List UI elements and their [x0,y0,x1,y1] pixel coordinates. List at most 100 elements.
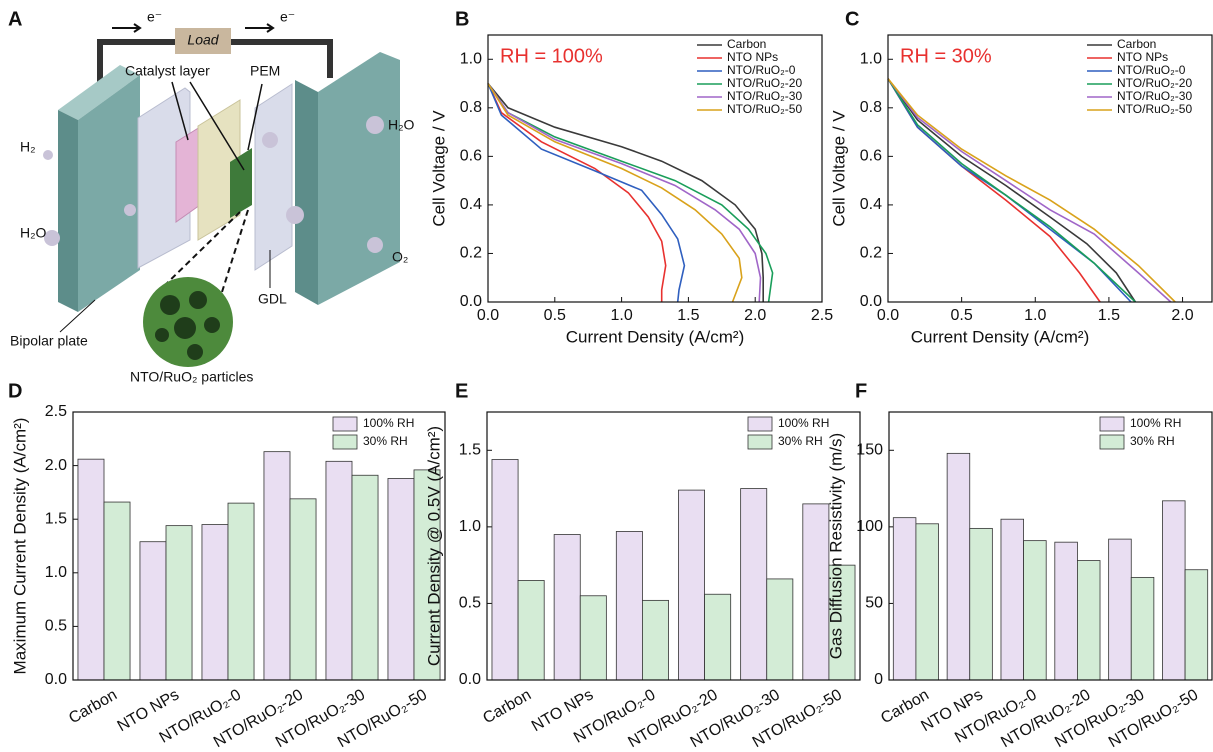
y-tick-label: 0.4 [860,196,882,213]
plate-label: Bipolar plate [10,333,88,349]
bar [615,531,643,681]
y-axis-label: Cell Voltage / V [429,110,448,227]
chart-1: C 0.0 0.2 0.4 0.6 0.8 1.0 Cell Voltage / V 0.0 0.… [829,8,1213,346]
series-line [487,83,774,303]
x-axis-label: Current Density (A/cm²) [911,327,1090,346]
plate-side [295,80,318,305]
legend-swatch [332,434,358,450]
legend-label: NTO/RuO₂-20 [727,76,802,90]
bar [1054,541,1078,681]
legend-swatch [747,434,773,450]
bar [642,599,669,681]
bar [1162,500,1186,681]
bar [1184,569,1209,681]
annotation: RH = 100% [500,45,603,67]
y-tick-label: 1.5 [459,442,481,459]
legend-label: NTO/RuO₂-30 [727,89,802,103]
y-tick-label: 0.8 [460,99,482,116]
bar [165,525,193,681]
series-line [487,83,762,303]
y-tick-label: 0.0 [459,671,481,688]
catalyst-layer [230,148,252,218]
bar [1077,560,1101,681]
chart-0: B 0.0 0.2 0.4 0.6 0.8 1.0 Cell Voltage / V 0.0 0.… [429,8,833,346]
series-line [887,78,1136,303]
plate-top [58,65,140,120]
series-line [487,83,686,303]
panel-letter: B [455,8,469,30]
x-tick-label: 0.5 [951,307,973,324]
legend-swatch [747,416,773,432]
bar [946,452,971,681]
y-axis-label: Gas Diffusion Resistivity (m/s) [826,433,845,659]
legend-label: Carbon [727,37,766,51]
h2o-label: H₂O [388,117,415,133]
legend-label: 30% RH [363,434,408,448]
electron-arrows [112,23,275,33]
legend-label: 30% RH [1130,434,1175,448]
y-tick-label: 50 [865,595,883,612]
bar [1023,540,1047,681]
panel-letter: A [8,8,22,30]
pem [197,99,241,241]
legend-swatch [1099,434,1125,450]
bar [579,595,607,681]
series-line [887,78,1172,303]
y-tick-label: 1.0 [860,50,882,67]
bar [77,458,105,681]
chart-2: D 0.0 0.5 1.0 1.5 2.0 2.5 Maximum Current Densi… [8,380,446,751]
legend-label: NTO/RuO₂-50 [727,102,802,116]
gdl-label: GDL [258,291,287,307]
zoom-lines [159,209,249,293]
callout-lines [171,81,263,171]
electron-label: e⁻ [147,9,162,25]
bar [969,527,993,681]
bar [1000,518,1024,681]
y-tick-label: 1.0 [459,518,481,535]
series-line [487,83,667,302]
catalyst-label: Catalyst layer [125,63,210,79]
h2o-label: H₂O [20,225,47,241]
x-tick-label: 2.5 [811,307,833,324]
plate-side [58,110,78,312]
bar [263,451,291,681]
x-tick-label: 0.0 [477,307,499,324]
y-axis-label: Current Density @ 0.5V (A/cm²) [424,426,443,666]
y-tick-label: 1.0 [45,564,67,581]
x-tick-label: Carbon [480,686,534,727]
legend-label: NTO NPs [727,50,778,64]
bar [1130,576,1155,681]
chart-4: F 0 50 100 150 Gas Diffusion Resistivity (m/s… [826,380,1213,751]
load-label: Load [187,32,219,48]
panel-letter: C [845,8,859,30]
chart-3: E 0.0 0.5 1.0 1.5 Current Density @ 0.5V (A/c… [424,380,861,751]
particle-pores [155,291,220,360]
y-tick-label: 0.0 [45,671,67,688]
series-line [887,78,1137,303]
panel-letter: E [455,380,468,402]
bar [103,501,131,681]
legend-label: NTO/RuO₂-0 [727,63,796,77]
x-tick-label: 1.0 [610,307,632,324]
bar [802,503,830,681]
bipolar-plate [78,75,140,312]
bar [413,469,441,681]
load-box [175,28,231,54]
y-axis-label: Maximum Current Density (A/cm²) [10,418,29,675]
x-tick-label: 0.5 [544,307,566,324]
x-tick-label: 1.0 [1024,307,1046,324]
y-tick-label: 100 [856,518,883,535]
panel-letter: D [8,380,22,402]
bar [491,459,519,681]
legend-label: 100% RH [363,416,414,430]
bar [351,474,379,681]
y-tick-label: 0.2 [860,245,882,262]
panel-a-diagram: A Load e⁻ e⁻ Catalyst layer PEM H₂ H₂O H [8,8,415,384]
bar [740,488,768,681]
legend-label: NTO/RuO₂-50 [1117,102,1192,116]
bipolar-plate [318,52,400,305]
bar [704,593,732,681]
bar [387,478,415,681]
bar [325,460,353,681]
bar [139,541,167,681]
